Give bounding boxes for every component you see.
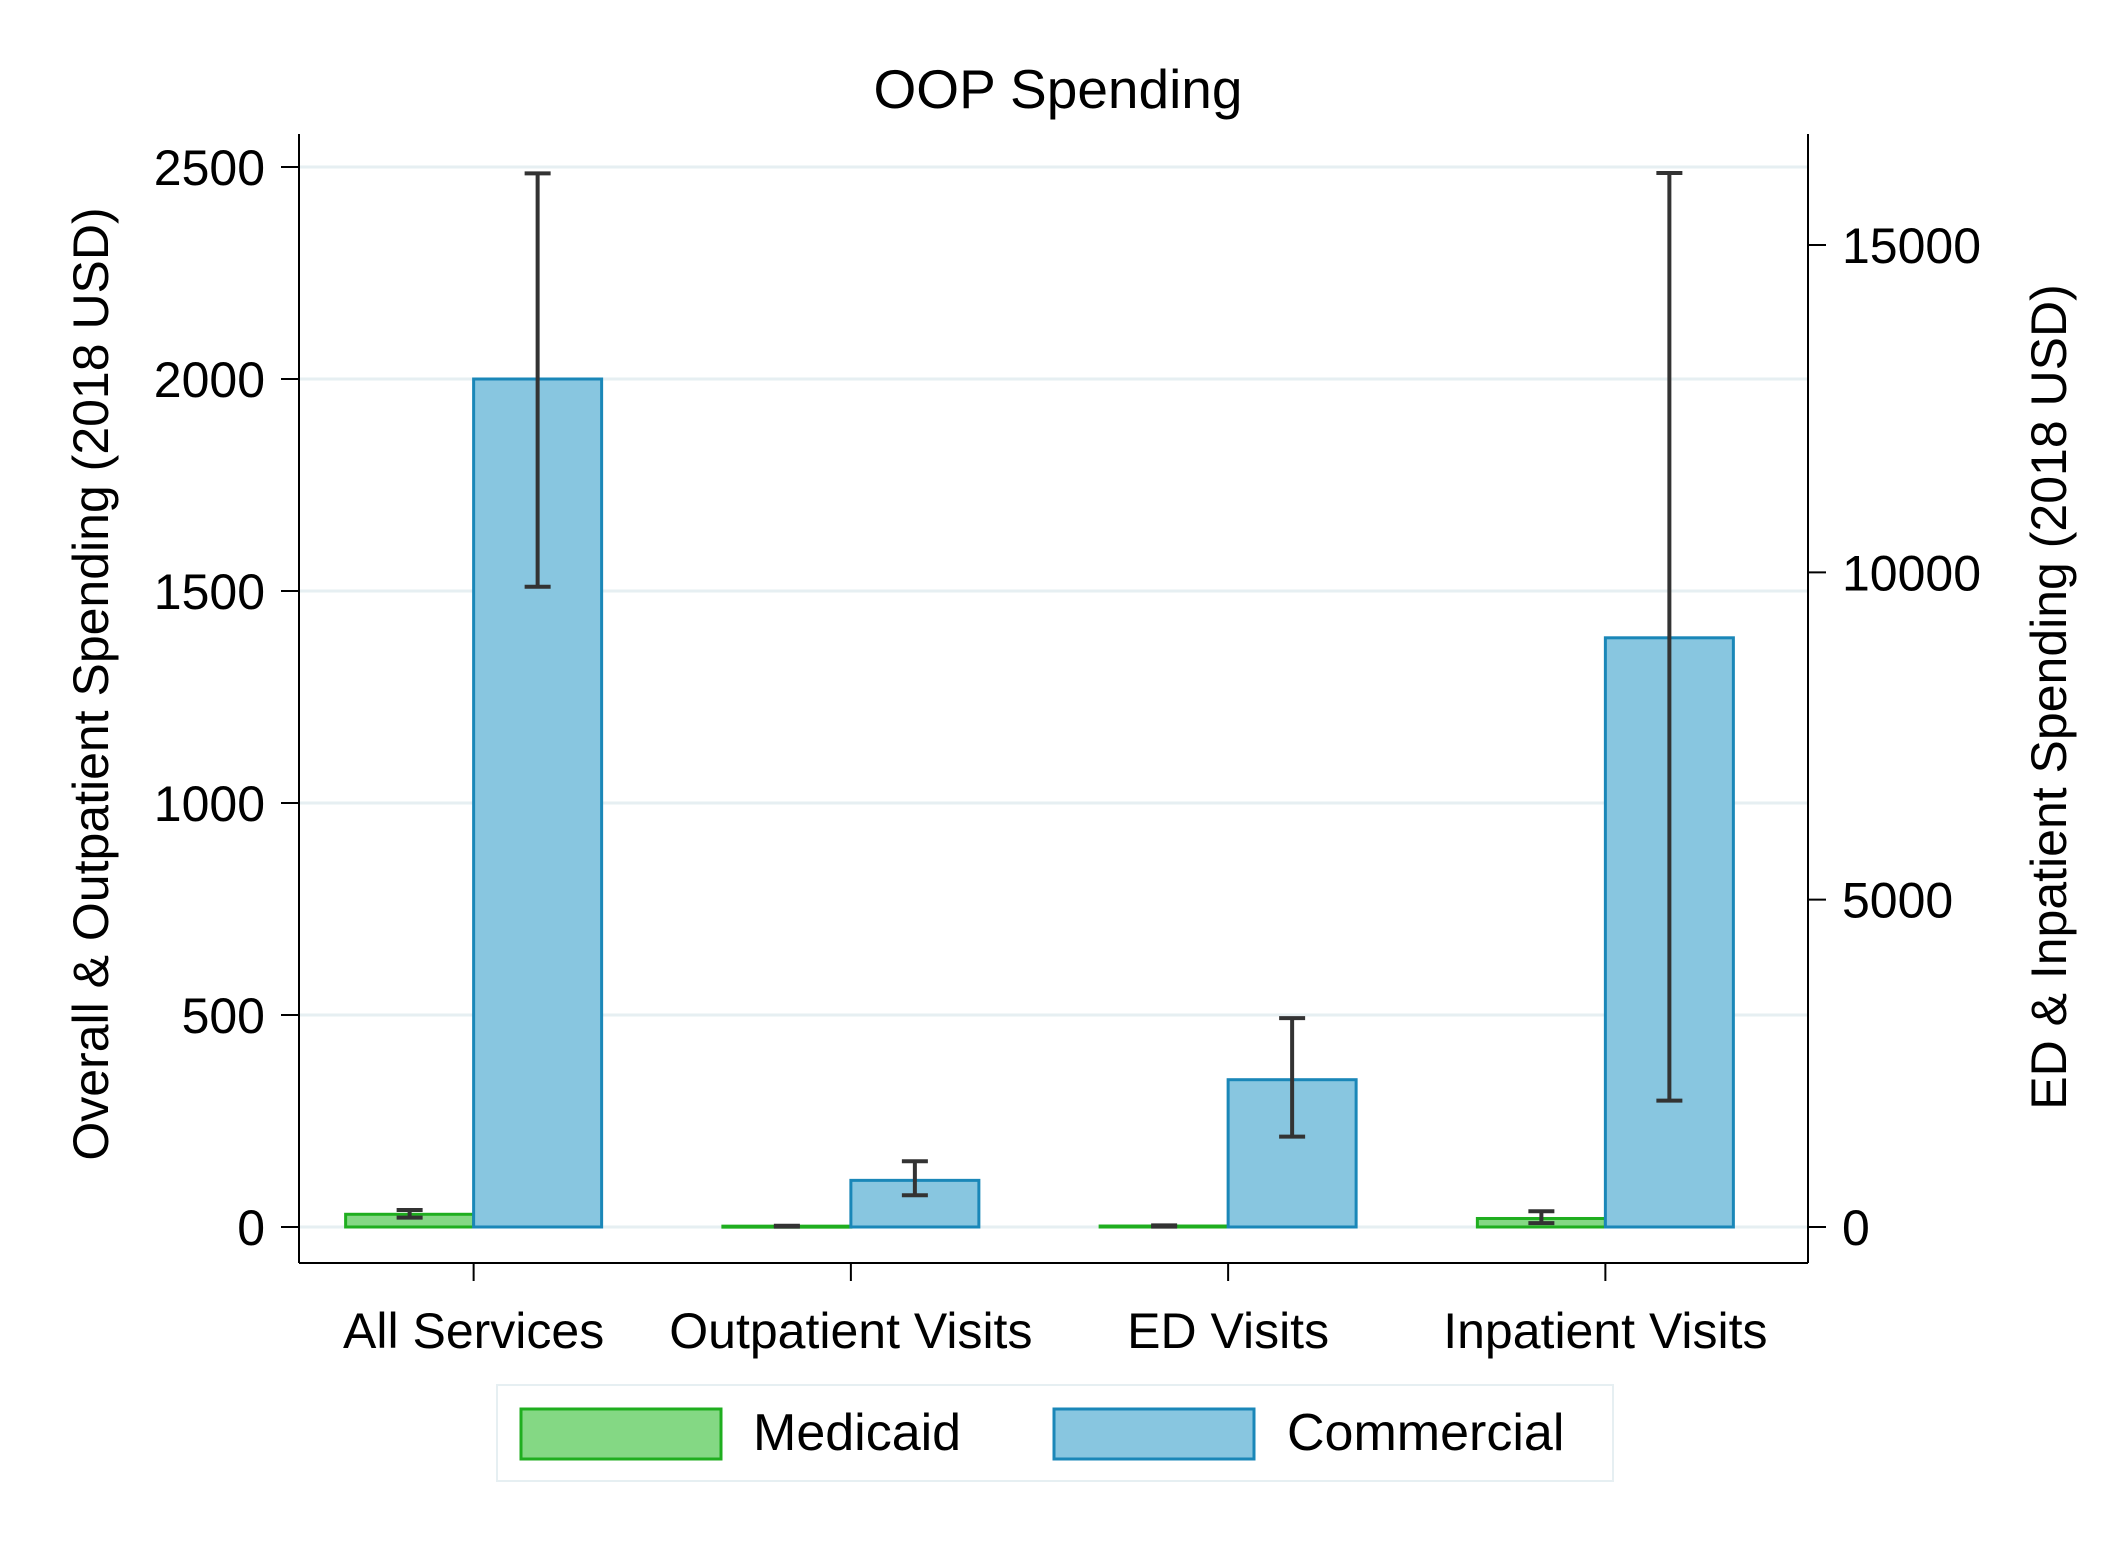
legend-swatch-commercial <box>1052 1407 1256 1461</box>
legend-label-medicaid: Medicaid <box>753 1404 961 1462</box>
x-tick-label-1: Outpatient Visits <box>669 1303 1032 1359</box>
y-left-tick-label-3: 1500 <box>154 564 265 620</box>
y-left-tick-label-4: 2000 <box>154 352 265 408</box>
legend-label-commercial: Commercial <box>1287 1404 1564 1462</box>
legend: Medicaid Commercial <box>496 1384 1614 1482</box>
chart-title: OOP Spending <box>874 58 1243 120</box>
error-bars <box>396 170 1683 1229</box>
y-left-tick-label-2: 1000 <box>154 776 265 832</box>
y-left-axis-label: Overall & Outpatient Spending (2018 USD) <box>63 207 119 1160</box>
y-right-tick-label-2: 10000 <box>1842 545 1981 601</box>
x-tick-label-0: All Services <box>343 1303 604 1359</box>
y-right-tick-label-1: 5000 <box>1842 873 1953 929</box>
y-right-tick-label-3: 15000 <box>1842 218 1981 274</box>
y-right-tick-label-0: 0 <box>1842 1200 1870 1256</box>
y-left-tick-label-5: 2500 <box>154 140 265 196</box>
y-right-axis-label: ED & Inpatient Spending (2018 USD) <box>2021 284 2077 1110</box>
x-tick-label-3: Inpatient Visits <box>1443 1303 1767 1359</box>
x-tick-label-2: ED Visits <box>1127 1303 1329 1359</box>
axes: 0 500 1000 1500 2000 2500 0 5000 10000 15000 All S… <box>154 134 1981 1359</box>
y-left-tick-label-1: 500 <box>182 988 265 1044</box>
legend-swatch-medicaid <box>519 1407 723 1461</box>
y-left-tick-label-0: 0 <box>237 1200 265 1256</box>
